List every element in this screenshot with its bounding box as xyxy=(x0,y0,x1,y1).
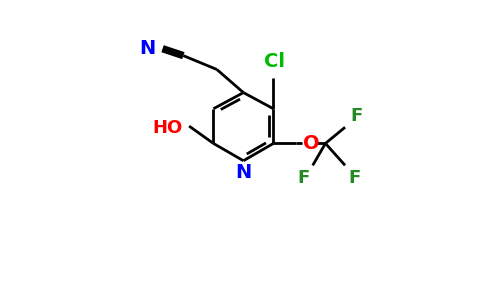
Text: HO: HO xyxy=(152,119,182,137)
Text: F: F xyxy=(297,169,309,187)
Text: Cl: Cl xyxy=(264,52,285,70)
Text: F: F xyxy=(351,107,363,125)
Text: N: N xyxy=(139,39,156,58)
Text: O: O xyxy=(303,134,320,153)
Text: F: F xyxy=(348,169,361,187)
Text: N: N xyxy=(235,163,252,182)
